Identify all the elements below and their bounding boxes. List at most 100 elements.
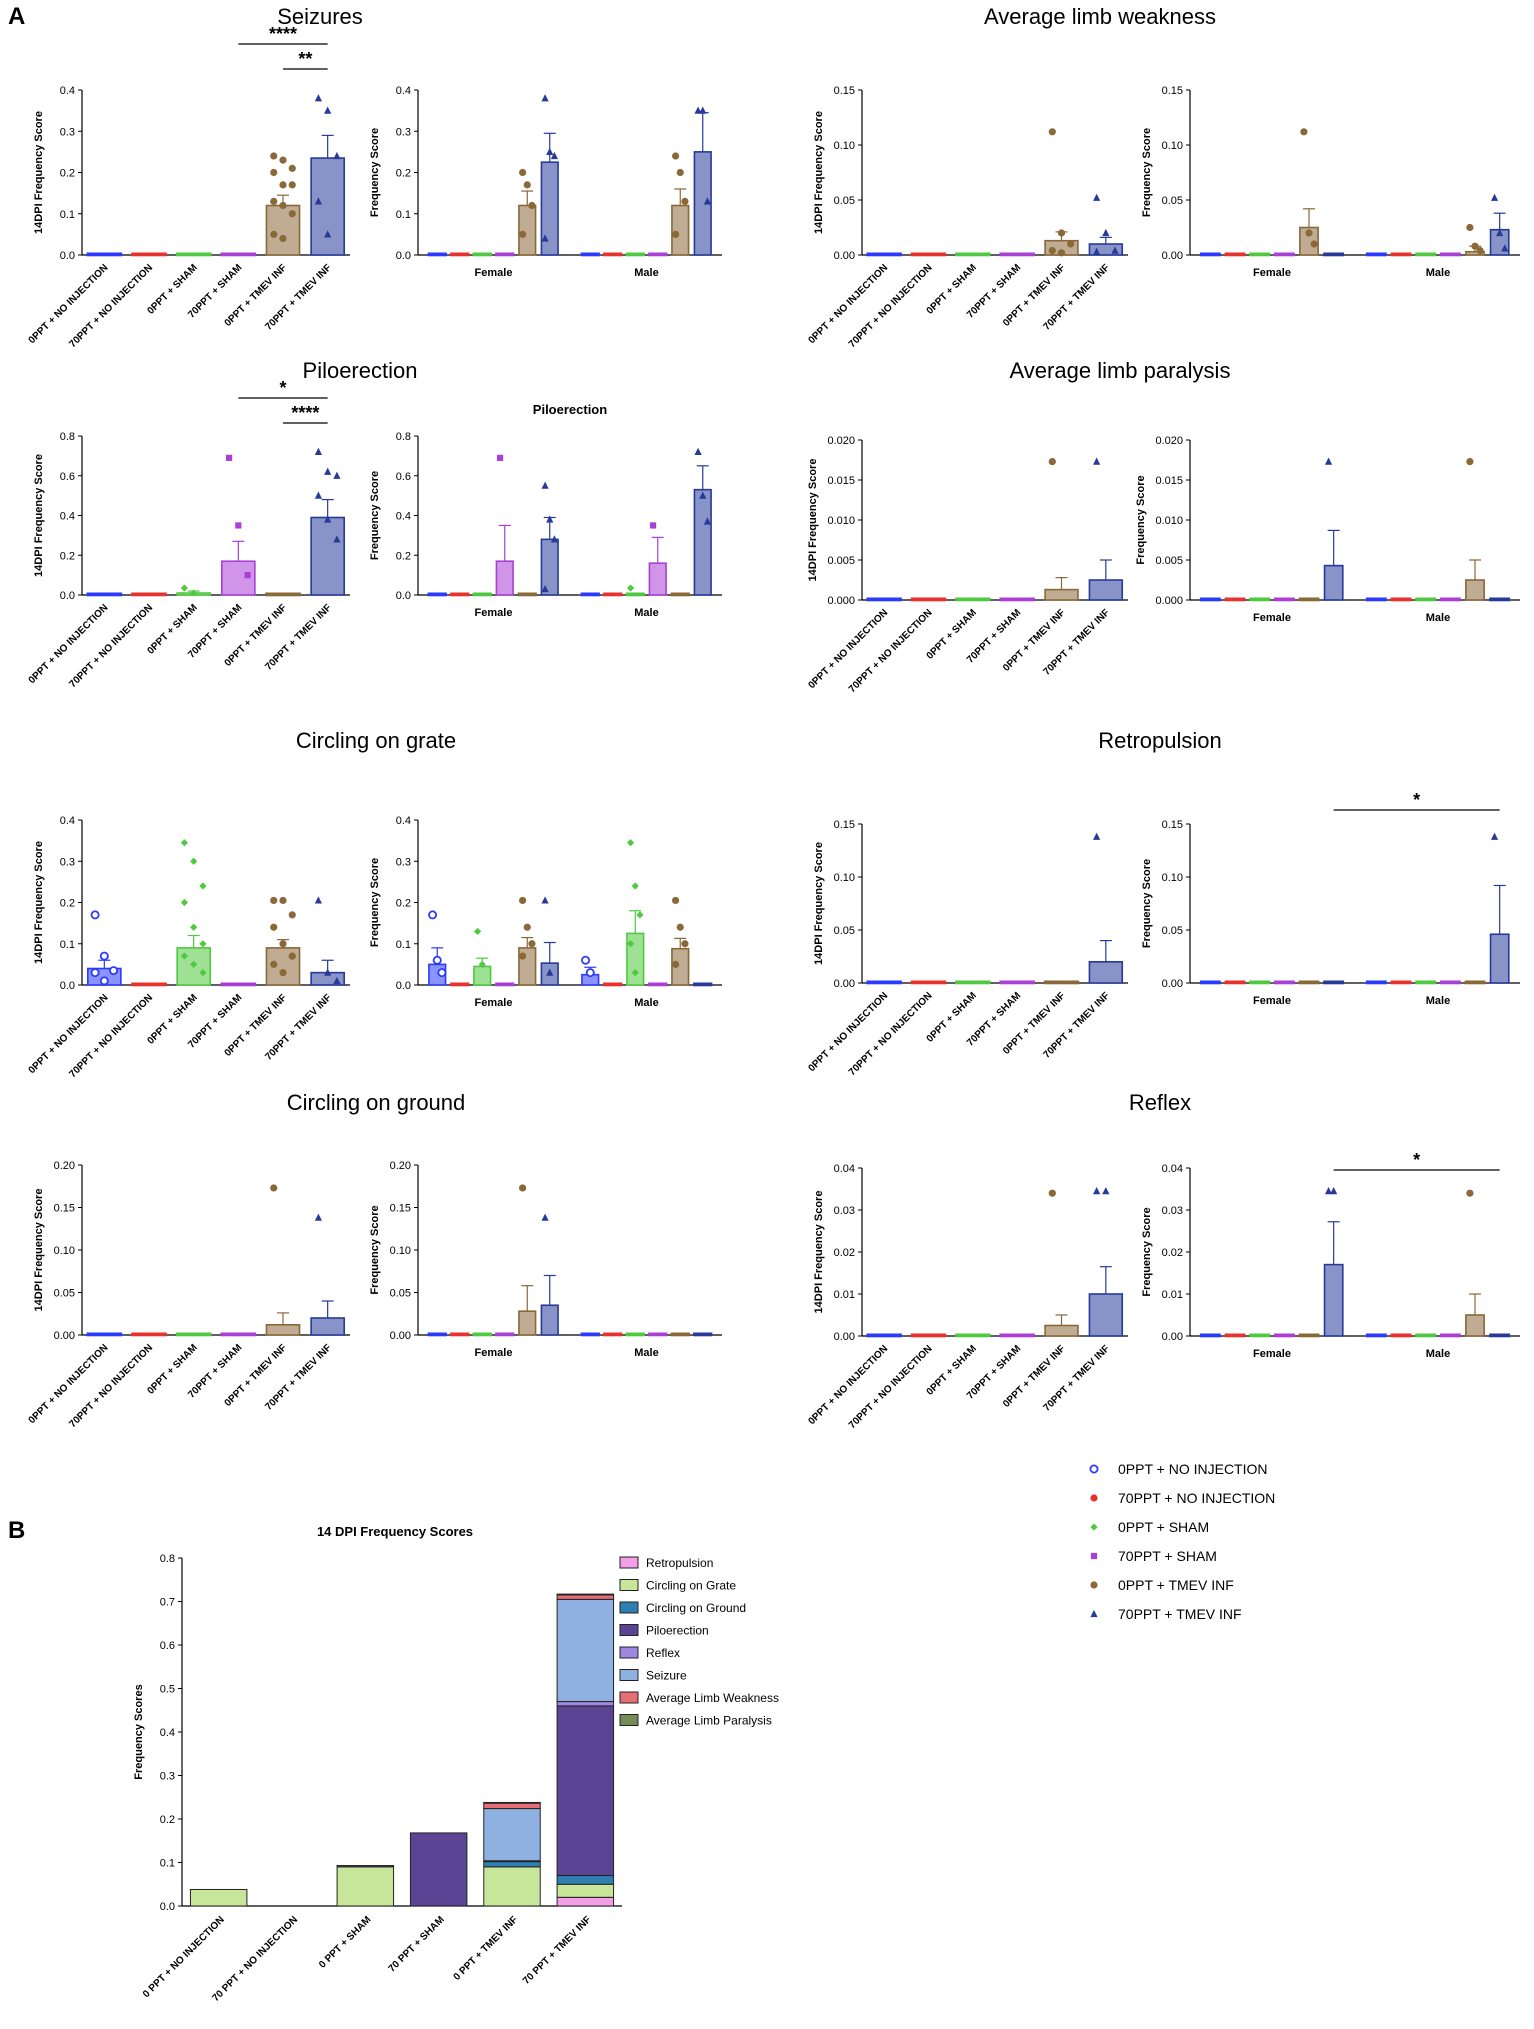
stack-segment [336,1865,395,1868]
y-tick-label: 0.10 [834,872,855,884]
bar [1439,980,1461,985]
sex-category-label: Female [475,997,513,1009]
y-axis-title: 14DPI Frequency Score [807,459,819,582]
bar [1365,252,1387,257]
data-point [279,201,287,210]
y-tick-label: 0.2 [60,168,75,180]
data-point [1324,1187,1333,1195]
bar [1199,1333,1221,1338]
data-point [314,197,323,205]
data-point [190,923,198,931]
bar [86,252,123,257]
y-tick-label: 0.1 [396,209,411,221]
legend-swatch [619,1646,639,1659]
sex-chart-title: Piloerection [533,402,607,417]
bar [540,1304,559,1336]
bar [1390,597,1412,602]
legend-label: Seizure [646,1669,687,1683]
sex-category-label: Female [1253,612,1291,624]
y-tick-label: 0.10 [54,1245,75,1257]
data-point [1471,242,1479,250]
y-tick-label: 0.15 [834,85,855,97]
bar [450,592,470,597]
measure-circling-on-grate: Circling on grate 0.0 0.1 0.2 0.3 0.4 14DPI Fr… [27,728,722,1080]
y-tick-label: 0.3 [396,126,411,138]
y-tick-label: 0.05 [834,925,855,937]
data-point [288,181,296,189]
data-point [518,896,527,905]
bar [1415,597,1437,602]
data-point [541,234,549,242]
y-tick-label: 0.00 [54,1330,75,1342]
y-tick-label: 0.7 [160,1597,175,1609]
y-tick-label: 0.00 [390,1330,411,1342]
data-point [1048,458,1056,466]
y-tick-label: 0.04 [834,1163,855,1175]
sex-category-label: Female [475,1347,513,1359]
stack-segment [556,1598,615,1703]
data-point [1496,228,1504,237]
y-tick-label: 0.15 [1162,85,1183,97]
bar [1249,252,1271,257]
sex-category-label: Male [1426,995,1450,1007]
bar [1249,1333,1271,1338]
data-point [1501,244,1509,252]
bar [1323,564,1344,601]
y-tick-label: 0.10 [1162,140,1183,152]
bar [1323,252,1345,257]
legend-marker [1090,1552,1098,1560]
sex-category-label: Male [1426,267,1450,279]
bar [955,980,991,985]
bar [517,592,537,597]
bar [1415,1333,1437,1338]
y-tick-label: 0.2 [60,550,75,562]
bar [648,982,668,987]
y-tick-label: 0.00 [1162,978,1183,990]
data-point [1102,1187,1110,1195]
bar [175,252,212,257]
data-point [1300,128,1308,136]
legend-label: Piloerection [646,1624,709,1638]
data-point [676,168,684,177]
data-point [518,230,527,238]
data-point [676,923,684,931]
bar [625,1332,645,1337]
y-tick-label: 0.05 [1162,195,1183,207]
y-tick-label: 0.000 [827,595,855,607]
data-point [270,896,278,905]
bar [580,592,600,597]
x-tick-label: 0PPT + NO INJECTION [27,602,111,686]
data-point [1490,193,1499,201]
y-tick-label: 0.2 [396,550,411,562]
data-point [1093,247,1101,255]
sex-category-label: Male [634,1347,658,1359]
data-point [473,927,482,935]
y-tick-label: 0.020 [827,435,855,447]
y-axis-title: Frequency Score [1141,859,1153,948]
bar [1365,1333,1387,1338]
bar [495,982,515,987]
bar [472,1332,492,1337]
bar [1390,980,1412,985]
y-tick-label: 0.04 [1162,1163,1183,1175]
bar [1088,960,1124,984]
data-point [694,447,702,455]
y-tick-label: 0.0 [396,980,411,992]
chart-title: Circling on grate [296,728,456,753]
data-point [1093,832,1101,840]
data-point [1466,458,1474,466]
data-point [518,1184,527,1192]
x-tick-label: 70PPT + NO INJECTION [67,262,155,350]
bar [693,982,713,987]
panel-label-a: A [8,3,25,30]
x-tick-label: 70PPT + NO INJECTION [67,992,155,1080]
bar [1365,980,1387,985]
data-point [546,515,554,523]
data-point [314,1213,323,1221]
data-point [199,969,207,977]
x-tick-label: 70PPT + NO INJECTION [847,607,935,695]
data-point [671,152,680,160]
legend-label: Average Limb Weakness [646,1691,779,1705]
legend-swatch [619,1691,639,1704]
